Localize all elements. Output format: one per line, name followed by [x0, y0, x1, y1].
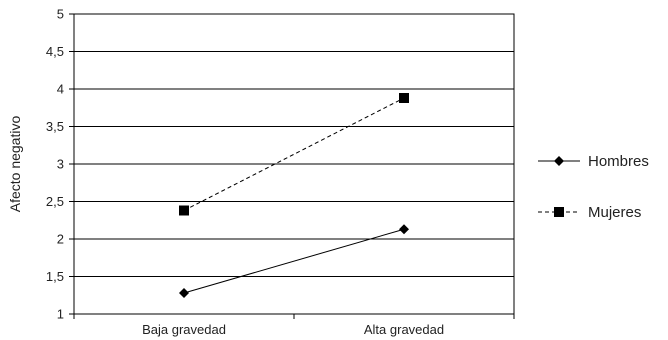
grid-lines — [74, 51, 514, 277]
x-axis: Baja gravedad Alta gravedad — [73, 314, 515, 337]
y-tick-label: 4 — [57, 82, 64, 97]
y-tick-label: 3,5 — [46, 119, 64, 134]
x-category-label: Alta gravedad — [364, 322, 444, 337]
square-marker — [399, 93, 409, 103]
square-marker — [554, 207, 564, 217]
y-tick-label: 1 — [57, 307, 64, 322]
series-group — [179, 93, 409, 298]
diamond-marker — [179, 288, 189, 298]
y-tick-label: 3 — [57, 157, 64, 172]
y-tick-label: 1,5 — [46, 269, 64, 284]
y-tick-label: 2 — [57, 232, 64, 247]
series-line — [183, 97, 405, 211]
y-axis-title: Afecto negativo — [7, 116, 23, 213]
y-tick-label: 2,5 — [46, 194, 64, 209]
y-tick-label: 5 — [57, 7, 64, 22]
y-tick-label: 4,5 — [46, 44, 64, 59]
diamond-marker — [554, 156, 564, 166]
legend-label: Mujeres — [588, 204, 641, 221]
y-axis: 1 1,5 2 2,5 3 3,5 4 4,5 5 — [46, 7, 74, 322]
series-line — [183, 228, 405, 294]
square-marker — [179, 205, 189, 216]
legend-label: Hombres — [588, 153, 649, 170]
x-category-label: Baja gravedad — [142, 322, 226, 337]
legend: Hombres Mujeres — [538, 153, 649, 221]
diamond-marker — [399, 224, 409, 235]
